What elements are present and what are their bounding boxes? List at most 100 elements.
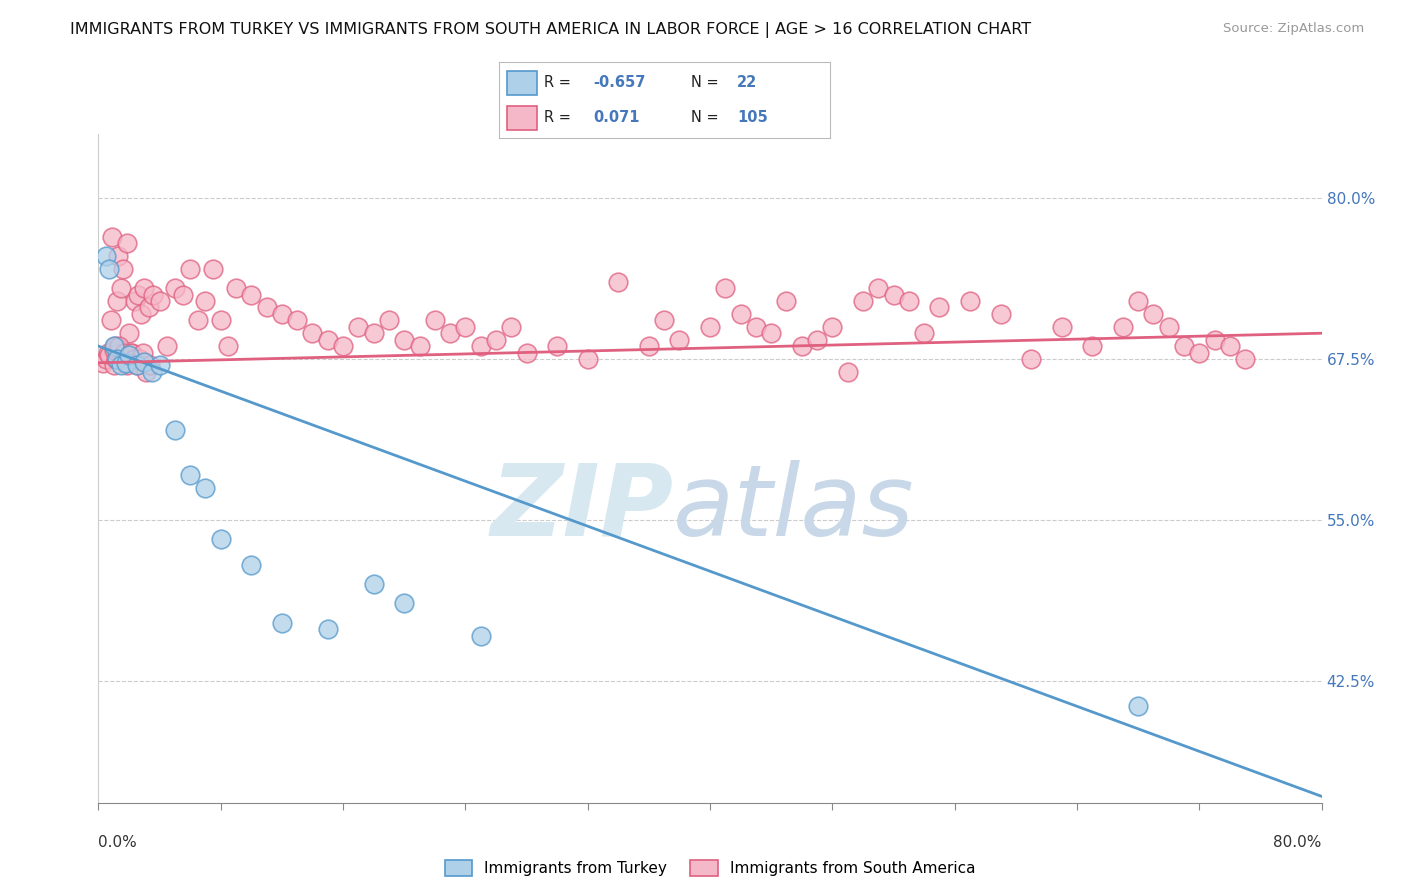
Point — [912, 326, 935, 341]
Text: Source: ZipAtlas.com: Source: ZipAtlas.com — [1223, 22, 1364, 36]
Point — [115, 356, 138, 370]
Point — [125, 359, 148, 373]
Point — [110, 359, 132, 373]
Point — [101, 229, 124, 244]
Point — [256, 301, 278, 315]
Point — [209, 532, 232, 546]
Point — [142, 287, 165, 301]
Point — [217, 339, 239, 353]
Point — [91, 356, 114, 370]
Point — [485, 333, 508, 347]
Point — [883, 287, 905, 301]
Point — [392, 596, 416, 610]
Point — [100, 313, 122, 327]
Point — [129, 307, 152, 321]
Point — [423, 313, 446, 327]
Point — [115, 345, 138, 359]
Text: 105: 105 — [737, 111, 768, 125]
Point — [316, 622, 339, 636]
Text: IMMIGRANTS FROM TURKEY VS IMMIGRANTS FROM SOUTH AMERICA IN LABOR FORCE | AGE > 1: IMMIGRANTS FROM TURKEY VS IMMIGRANTS FRO… — [70, 22, 1032, 38]
Point — [103, 339, 125, 353]
Point — [714, 281, 737, 295]
Point — [194, 481, 217, 495]
Point — [285, 313, 308, 327]
Point — [240, 287, 263, 301]
Legend: Immigrants from Turkey, Immigrants from South America: Immigrants from Turkey, Immigrants from … — [439, 854, 981, 882]
Point — [118, 326, 141, 341]
Point — [149, 359, 172, 373]
Point — [108, 351, 131, 366]
Point — [104, 339, 127, 353]
Point — [115, 359, 138, 373]
Point — [187, 313, 209, 327]
Point — [1019, 351, 1042, 366]
Point — [110, 281, 132, 295]
Point — [1188, 345, 1211, 359]
Point — [470, 629, 492, 643]
Point — [127, 287, 149, 301]
Bar — [508, 70, 537, 95]
Point — [121, 345, 143, 359]
Point — [105, 351, 128, 366]
Point — [103, 343, 125, 357]
Text: N =: N = — [690, 76, 718, 90]
Point — [202, 261, 225, 276]
Text: atlas: atlas — [673, 460, 915, 557]
Point — [179, 261, 201, 276]
Point — [1234, 351, 1257, 366]
Point — [516, 345, 538, 359]
Point — [806, 333, 828, 347]
Point — [112, 345, 135, 359]
Point — [114, 351, 136, 366]
Point — [1157, 319, 1180, 334]
Point — [125, 359, 148, 373]
Point — [117, 236, 139, 251]
Point — [316, 333, 339, 347]
Point — [270, 615, 294, 630]
Point — [392, 333, 416, 347]
Point — [775, 294, 797, 309]
Point — [108, 339, 131, 353]
Point — [576, 351, 599, 366]
Point — [347, 319, 370, 334]
Point — [111, 351, 134, 366]
Point — [408, 339, 430, 353]
Point — [163, 423, 186, 437]
Point — [149, 294, 172, 309]
Point — [1128, 294, 1150, 309]
Point — [209, 313, 232, 327]
Point — [439, 326, 461, 341]
Point — [135, 365, 157, 379]
Point — [363, 577, 385, 591]
Text: R =: R = — [544, 76, 571, 90]
Point — [225, 281, 247, 295]
Point — [94, 249, 117, 263]
Point — [134, 354, 156, 368]
Point — [134, 281, 156, 295]
Point — [103, 359, 125, 373]
Point — [301, 326, 323, 341]
Text: 0.071: 0.071 — [593, 111, 640, 125]
Point — [363, 326, 385, 341]
Point — [98, 348, 121, 362]
Point — [790, 339, 813, 353]
Text: 0.0%: 0.0% — [98, 835, 138, 850]
Point — [745, 319, 768, 334]
Point — [124, 294, 146, 309]
Point — [1050, 319, 1073, 334]
Text: 22: 22 — [737, 76, 758, 90]
Text: N =: N = — [690, 111, 718, 125]
Point — [699, 319, 721, 334]
Point — [821, 319, 844, 334]
Point — [112, 351, 135, 366]
Text: 80.0%: 80.0% — [1274, 835, 1322, 850]
Point — [928, 301, 950, 315]
Point — [240, 558, 263, 572]
Point — [107, 249, 129, 263]
Point — [501, 319, 523, 334]
Point — [1219, 339, 1241, 353]
Point — [94, 351, 117, 366]
Point — [868, 281, 890, 295]
Point — [120, 345, 142, 359]
Point — [111, 261, 134, 276]
